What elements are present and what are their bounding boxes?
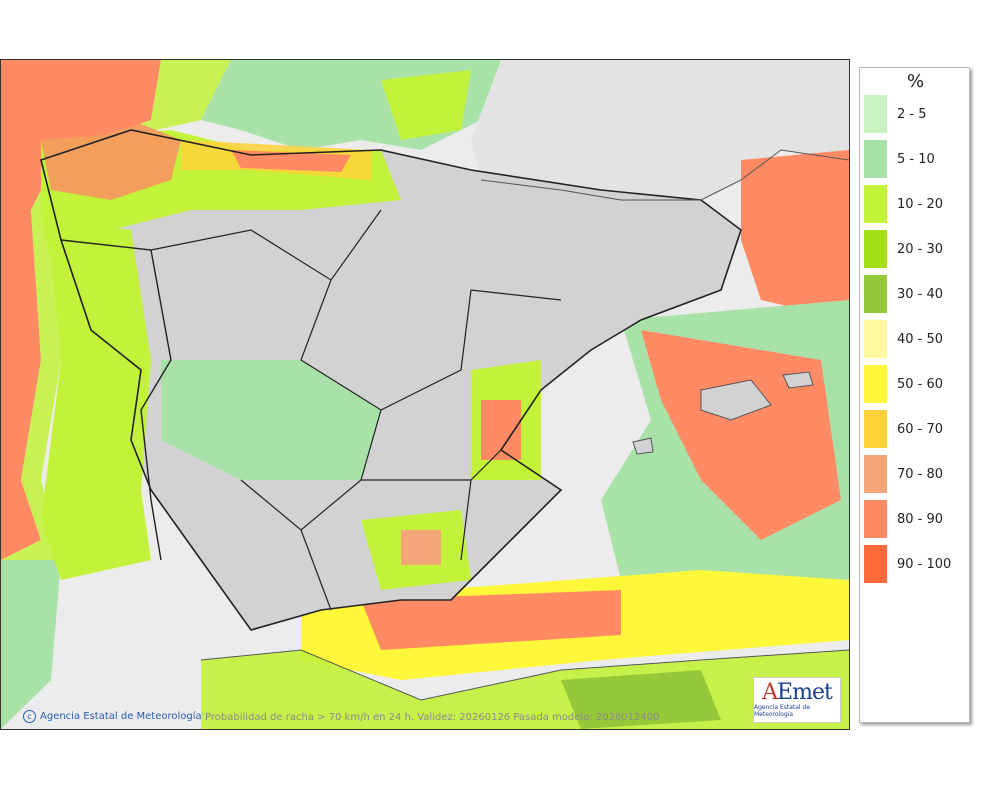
- legend-item: 60 - 70: [864, 410, 943, 448]
- legend-label: 40 - 50: [897, 331, 944, 347]
- legend-item: 70 - 80: [864, 455, 943, 493]
- legend-label: 80 - 90: [897, 511, 944, 527]
- legend-item: 80 - 90: [864, 500, 943, 538]
- forecast-map: c Agencia Estatal de Meteorología Probab…: [0, 59, 850, 730]
- legend-swatch: [864, 275, 887, 313]
- aemet-logo: AEmet Agencia Estatal de Meteorología: [753, 677, 841, 723]
- legend-label: 20 - 30: [897, 241, 944, 257]
- logo-wordmark: AEmet: [762, 680, 833, 705]
- probability-area-levante-core: [481, 400, 521, 460]
- probability-area-picos-core: [231, 150, 351, 172]
- probability-area-galicia: [41, 120, 181, 200]
- legend-swatch: [864, 320, 887, 358]
- credit-text: c Agencia Estatal de Meteorología: [23, 710, 202, 723]
- legend-item: 90 - 100: [864, 545, 951, 583]
- legend-label: 90 - 100: [897, 556, 952, 572]
- legend-item: 2 - 5: [864, 95, 927, 133]
- land-africa-detail: [561, 670, 721, 729]
- legend-label: 10 - 20: [897, 196, 944, 212]
- logo-subtitle: Agencia Estatal de Meteorología: [754, 704, 811, 718]
- land-ibiza: [632, 437, 654, 455]
- land-iberia: [41, 130, 741, 630]
- legend-label: 5 - 10: [897, 151, 935, 167]
- land-menorca: [782, 371, 814, 389]
- coastline-france: [480, 149, 849, 201]
- legend-swatch: [864, 140, 887, 178]
- probability-area-atlantic-south: [1, 560, 61, 729]
- map-caption: Probabilidad de racha > 70 km/h en 24 h.…: [205, 712, 660, 723]
- legend-item: 30 - 40: [864, 275, 943, 313]
- legend-item: 40 - 50: [864, 320, 943, 358]
- legend-label: 2 - 5: [897, 106, 927, 122]
- probability-area-biscay-yellow: [381, 70, 471, 140]
- legend-swatch: [864, 185, 887, 223]
- legend-item: 50 - 60: [864, 365, 943, 403]
- border-portugal: [60, 239, 172, 561]
- border-regions: [150, 209, 562, 611]
- legend-swatch: [864, 545, 887, 583]
- legend-label: 70 - 80: [897, 466, 944, 482]
- probability-area-betic-core: [401, 530, 441, 565]
- legend-swatch: [864, 500, 887, 538]
- legend-label: 30 - 40: [897, 286, 944, 302]
- probability-area-portugal: [41, 220, 151, 580]
- coastline-iberia: [40, 129, 742, 631]
- copyright-icon: c: [23, 710, 36, 723]
- probability-legend: % 2 - 5 5 - 10 10 - 20 20 - 30 30 - 40 40 - 5…: [859, 67, 970, 723]
- legend-swatch: [864, 230, 887, 268]
- coastline-africa: [200, 649, 849, 701]
- legend-swatch: [864, 410, 887, 448]
- map-canvas: [1, 60, 849, 729]
- probability-area-med-north: [741, 150, 849, 320]
- probability-area-central: [161, 360, 381, 480]
- legend-swatch: [864, 455, 887, 493]
- legend-title: %: [906, 71, 925, 92]
- legend-item: 10 - 20: [864, 185, 943, 223]
- legend-label: 50 - 60: [897, 376, 944, 392]
- legend-item: 5 - 10: [864, 140, 935, 178]
- land-mallorca: [700, 379, 772, 421]
- legend-swatch: [864, 365, 887, 403]
- legend-item: 20 - 30: [864, 230, 943, 268]
- legend-label: 60 - 70: [897, 421, 944, 437]
- probability-area-alboran-core: [361, 590, 621, 650]
- credit-label: Agencia Estatal de Meteorología: [40, 711, 202, 722]
- legend-swatch: [864, 95, 887, 133]
